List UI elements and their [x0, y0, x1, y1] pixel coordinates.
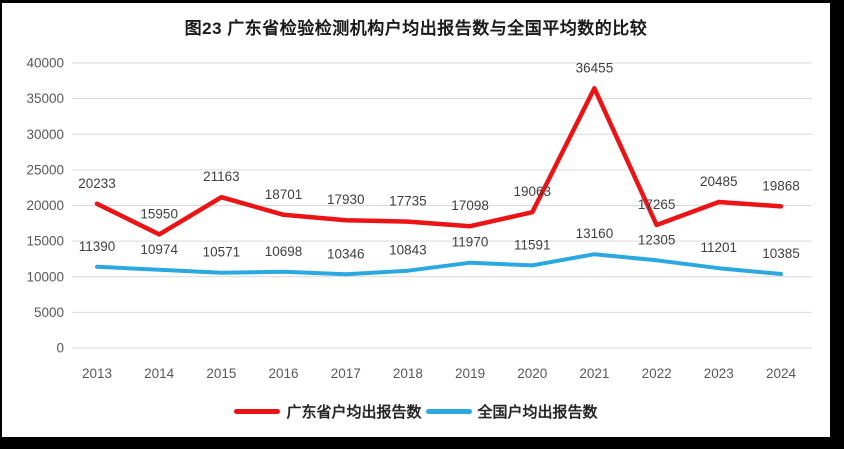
y-axis-tick-label: 0	[56, 341, 64, 356]
data-label-series1: 11970	[452, 235, 489, 250]
data-label-series0: 17265	[638, 197, 676, 212]
x-axis-category-label: 2021	[579, 366, 609, 381]
x-axis-category-label: 2013	[82, 366, 112, 381]
y-axis-tick-label: 10000	[26, 269, 64, 284]
y-axis-tick-label: 30000	[26, 127, 64, 142]
data-label-series1: 10698	[265, 244, 303, 259]
chart-canvas: 图23 广东省检验检测机构户均出报告数与全国平均数的比较 0 5000 10000 1…	[2, 3, 830, 437]
y-axis-tick-label: 5000	[34, 305, 64, 320]
chart-title: 图23 广东省检验检测机构户均出报告数与全国平均数的比较	[184, 19, 648, 38]
data-label-series0: 20485	[700, 174, 738, 189]
x-axis-category-label: 2014	[144, 366, 175, 381]
legend: 广东省户均出报告数 全国户均出报告数	[2, 399, 830, 423]
data-label-series0: 15950	[140, 206, 178, 221]
legend-item-national: 全国户均出报告数	[425, 401, 598, 422]
data-label-series0: 17930	[327, 192, 365, 207]
y-axis-tick-label: 40000	[26, 56, 64, 71]
guangdong-series-swatch	[234, 408, 281, 414]
plot-area: 0 5000 10000 15000 20000 25000 30000 35000 40000…	[26, 56, 812, 381]
data-label-series1: 10843	[389, 243, 427, 258]
data-label-series0: 17735	[389, 194, 427, 209]
data-label-series1: 10571	[203, 245, 241, 260]
x-axis-category-label: 2015	[206, 366, 236, 381]
series-line-1	[95, 252, 783, 277]
y-axis-tick-label: 15000	[26, 234, 64, 249]
national-series-swatch	[425, 408, 472, 414]
x-axis-category-label: 2019	[455, 366, 485, 381]
data-label-series1: 11201	[701, 240, 738, 255]
data-label-series1: 11390	[79, 239, 116, 254]
data-label-series0: 36455	[576, 60, 614, 75]
x-axis-category-label: 2020	[517, 366, 547, 381]
series-line-0	[94, 86, 784, 237]
legend-item-guangdong: 广东省户均出报告数	[234, 401, 422, 422]
data-label-series0: 18701	[265, 187, 303, 202]
data-label-series1: 11591	[514, 237, 551, 252]
x-axis-category-label: 2018	[393, 366, 423, 381]
data-label-series1: 13160	[576, 226, 614, 241]
x-axis-category-label: 2016	[269, 366, 299, 381]
data-label-series0: 19063	[513, 184, 551, 199]
data-label-series1: 10385	[762, 246, 800, 261]
data-label-series1: 10974	[140, 242, 178, 257]
x-axis-category-label: 2022	[642, 366, 672, 381]
y-axis-tick-label: 20000	[26, 198, 64, 213]
guangdong-series-label: 广东省户均出报告数	[286, 403, 422, 421]
data-label-series0: 21163	[203, 169, 240, 184]
data-label-series0: 17098	[451, 198, 489, 213]
y-axis-tick-label: 35000	[26, 91, 64, 106]
x-axis-category-label: 2017	[331, 366, 361, 381]
national-series-label: 全国户均出报告数	[477, 403, 598, 421]
data-label-series0: 19868	[762, 178, 800, 193]
x-axis-category-label: 2024	[766, 366, 797, 381]
x-axis-category-label: 2023	[704, 366, 734, 381]
data-label-series1: 12305	[638, 232, 676, 247]
y-axis-tick-label: 25000	[26, 162, 64, 177]
data-label-series1: 10346	[327, 246, 365, 261]
data-label-series0: 20233	[78, 176, 116, 191]
